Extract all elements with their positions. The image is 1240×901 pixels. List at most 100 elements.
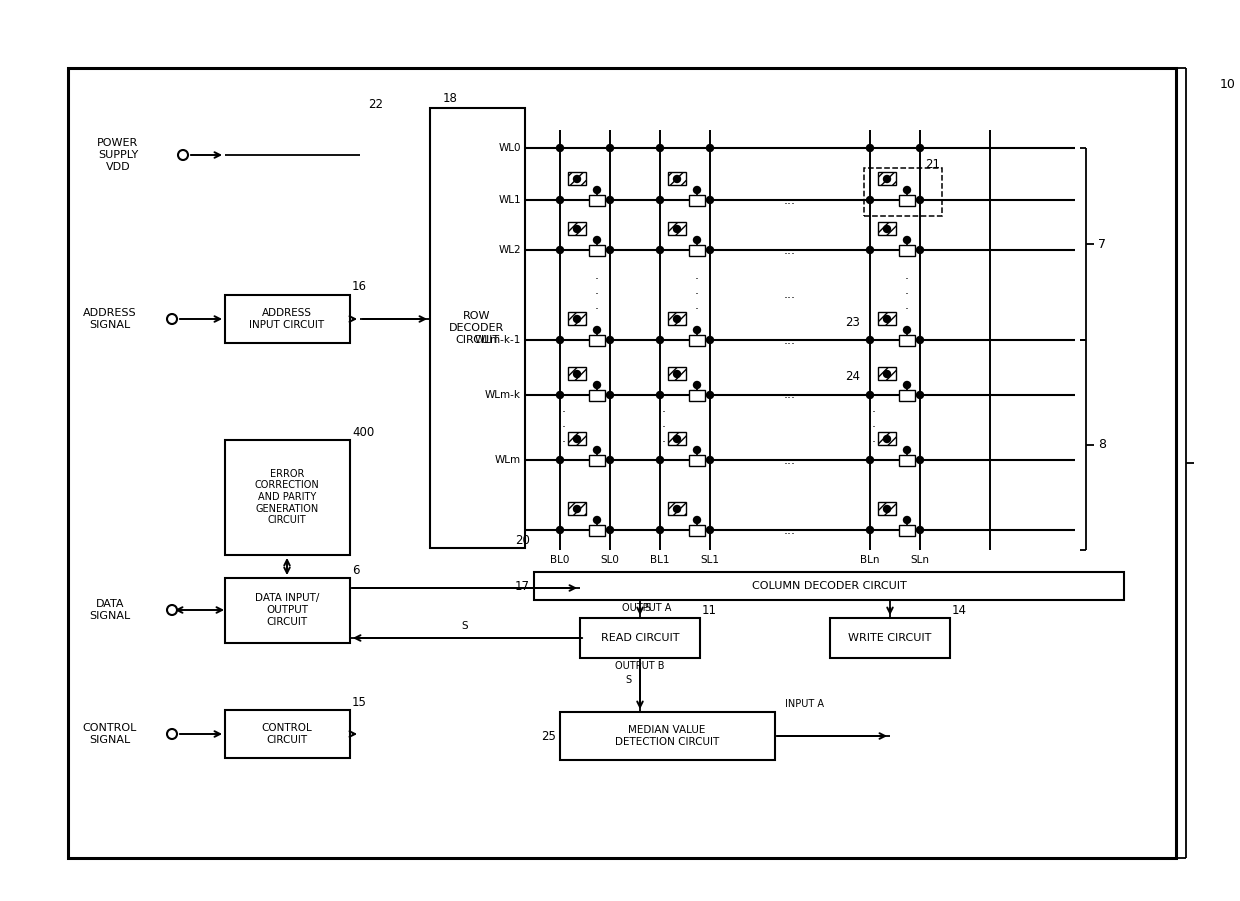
Circle shape	[867, 457, 873, 463]
Circle shape	[867, 526, 873, 533]
Circle shape	[656, 144, 663, 151]
Text: ·
·
·: · · ·	[905, 274, 909, 316]
Bar	[589, 245, 605, 256]
Bar	[878, 312, 897, 325]
Text: ...: ...	[784, 453, 796, 467]
Bar	[224, 710, 350, 758]
Bar	[689, 335, 706, 346]
Bar	[589, 390, 605, 401]
Text: 11: 11	[702, 604, 717, 616]
Text: WL0: WL0	[498, 143, 521, 153]
Text: COLUMN DECODER CIRCUIT: COLUMN DECODER CIRCUIT	[751, 581, 906, 591]
Circle shape	[867, 196, 873, 204]
Circle shape	[867, 144, 873, 151]
Text: ...: ...	[784, 288, 796, 302]
Text: INPUT A: INPUT A	[785, 699, 825, 709]
Circle shape	[606, 457, 614, 463]
Text: 400: 400	[352, 425, 374, 439]
Bar	[68, 68, 1176, 858]
Bar	[830, 618, 950, 658]
Text: ·
·
·: · · ·	[872, 406, 875, 449]
Circle shape	[883, 176, 890, 183]
Text: ADDRESS
SIGNAL: ADDRESS SIGNAL	[83, 308, 136, 330]
Text: ...: ...	[784, 243, 796, 257]
Bar	[668, 172, 686, 185]
Circle shape	[707, 392, 713, 398]
Circle shape	[867, 392, 873, 398]
Bar	[534, 572, 1123, 600]
Bar	[878, 432, 897, 445]
Bar	[899, 525, 915, 536]
Circle shape	[916, 392, 924, 398]
Circle shape	[594, 516, 600, 523]
Circle shape	[883, 370, 890, 378]
Bar	[668, 312, 686, 325]
Circle shape	[673, 176, 681, 183]
Circle shape	[594, 381, 600, 388]
Circle shape	[573, 315, 580, 323]
Bar	[568, 172, 587, 185]
Text: S: S	[644, 603, 650, 613]
Text: 18: 18	[443, 92, 458, 105]
Text: ...: ...	[784, 194, 796, 206]
Text: S: S	[461, 621, 469, 631]
Circle shape	[904, 236, 910, 243]
Text: 21: 21	[925, 159, 940, 171]
Text: SL0: SL0	[600, 555, 620, 565]
Circle shape	[904, 381, 910, 388]
Bar	[589, 525, 605, 536]
Bar	[689, 390, 706, 401]
Text: WLm: WLm	[495, 455, 521, 465]
Circle shape	[606, 144, 614, 151]
Circle shape	[916, 336, 924, 343]
Circle shape	[594, 187, 600, 194]
Circle shape	[707, 247, 713, 253]
Bar	[224, 295, 350, 343]
Bar	[878, 502, 897, 515]
Circle shape	[916, 247, 924, 253]
Circle shape	[557, 457, 563, 463]
Circle shape	[673, 315, 681, 323]
Circle shape	[707, 144, 713, 151]
Circle shape	[673, 370, 681, 378]
Circle shape	[867, 336, 873, 343]
Circle shape	[606, 196, 614, 204]
Circle shape	[707, 196, 713, 204]
Text: ROW
DECODER
CIRCUIT: ROW DECODER CIRCUIT	[449, 312, 505, 344]
Circle shape	[916, 457, 924, 463]
Bar	[668, 432, 686, 445]
Circle shape	[904, 447, 910, 453]
Text: 16: 16	[352, 280, 367, 294]
Circle shape	[594, 236, 600, 243]
Circle shape	[557, 526, 563, 533]
Circle shape	[904, 516, 910, 523]
Circle shape	[916, 144, 924, 151]
Text: ERROR
CORRECTION
AND PARITY
GENERATION
CIRCUIT: ERROR CORRECTION AND PARITY GENERATION C…	[254, 469, 320, 525]
Bar	[360, 88, 1140, 826]
Circle shape	[693, 326, 701, 333]
Bar	[689, 455, 706, 466]
Circle shape	[673, 505, 681, 513]
Text: SL1: SL1	[701, 555, 719, 565]
Text: 6: 6	[352, 563, 360, 577]
Circle shape	[573, 370, 580, 378]
Text: BLn: BLn	[861, 555, 879, 565]
Circle shape	[883, 435, 890, 442]
Circle shape	[606, 392, 614, 398]
Circle shape	[916, 196, 924, 204]
Text: ...: ...	[784, 523, 796, 536]
Bar	[668, 222, 686, 235]
Bar	[878, 172, 897, 185]
Text: CONTROL
CIRCUIT: CONTROL CIRCUIT	[262, 724, 312, 745]
Circle shape	[693, 381, 701, 388]
Bar	[899, 390, 915, 401]
Bar	[899, 455, 915, 466]
Text: ADDRESS
INPUT CIRCUIT: ADDRESS INPUT CIRCUIT	[249, 308, 325, 330]
Text: WL2: WL2	[498, 245, 521, 255]
Text: ·
·
·: · · ·	[562, 406, 565, 449]
Text: DATA
SIGNAL: DATA SIGNAL	[89, 599, 130, 621]
Text: 20: 20	[515, 533, 529, 547]
Circle shape	[557, 247, 563, 253]
Bar	[224, 440, 350, 555]
Circle shape	[656, 457, 663, 463]
